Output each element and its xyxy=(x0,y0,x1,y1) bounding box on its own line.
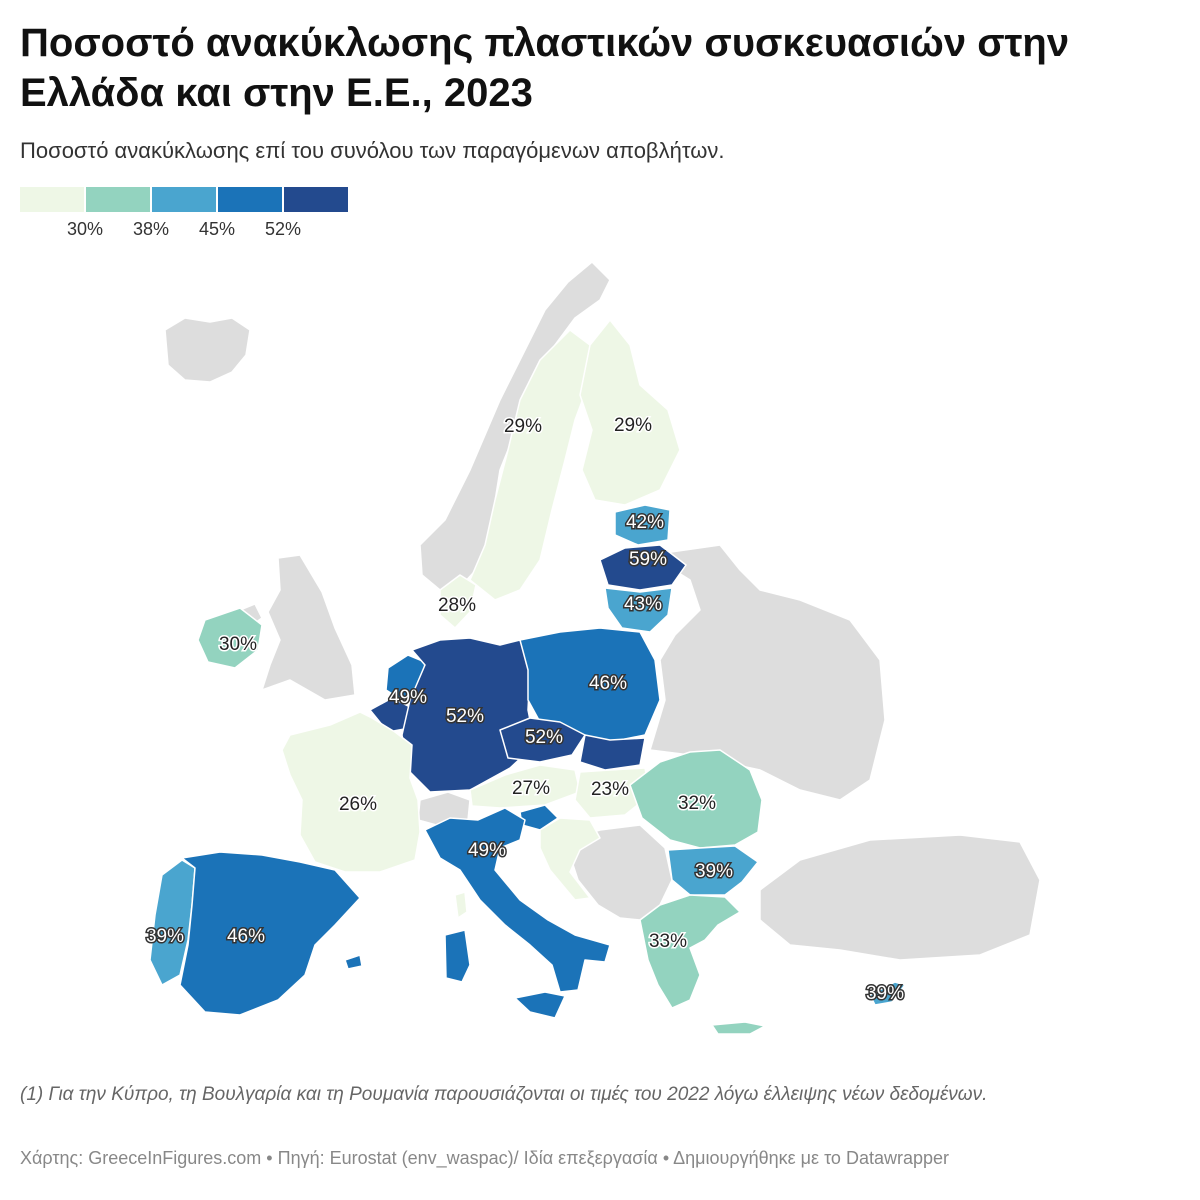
value-label-DE: 52% xyxy=(446,706,484,727)
country-PT xyxy=(149,859,196,986)
value-label-GR: 33% xyxy=(649,931,687,952)
iceland-shape xyxy=(164,317,251,383)
chart-title: Ποσοστό ανακύκλωσης πλαστικών συσκευασιώ… xyxy=(20,21,1070,115)
legend-swatch-5 xyxy=(284,187,348,212)
value-label-EE: 42% xyxy=(626,512,664,533)
country-IT-sicily xyxy=(514,991,566,1019)
value-label-BG: 39% xyxy=(695,861,733,882)
value-label-PT: 39% xyxy=(146,926,184,947)
value-label-IT: 49% xyxy=(468,840,506,861)
value-label-LV: 59% xyxy=(629,549,667,570)
value-label-FR: 26% xyxy=(339,794,377,815)
legend-swatch-2 xyxy=(86,187,150,212)
country-LV xyxy=(599,544,687,591)
country-ES xyxy=(179,851,361,1016)
value-label-NL: 49% xyxy=(389,687,427,708)
russia-belarus-ukraine-shape xyxy=(649,544,886,801)
country-PL xyxy=(519,627,661,743)
source-credit: Χάρτης: GreeceInFigures.com • Πηγή: Euro… xyxy=(20,1148,949,1168)
country-FR xyxy=(281,711,421,873)
country-RO xyxy=(629,749,763,849)
country-LT xyxy=(604,587,673,633)
legend-swatch-3 xyxy=(152,187,216,212)
country-ES-baleares xyxy=(344,954,363,970)
country-EE xyxy=(614,504,671,546)
legend-swatch-1 xyxy=(20,187,84,212)
country-GR xyxy=(639,894,741,1009)
color-legend: 30% 38% 45% 52% xyxy=(20,187,350,247)
value-label-LT: 43% xyxy=(624,594,662,615)
legend-tick-30: 30% xyxy=(66,219,104,239)
country-IT xyxy=(424,807,611,993)
value-label-CZ: 52% xyxy=(525,727,563,748)
country-HR xyxy=(539,817,601,901)
value-label-FI: 29% xyxy=(614,415,652,436)
eu-countries xyxy=(149,319,906,1035)
value-label-PL: 46% xyxy=(589,673,627,694)
legend-tick-45: 45% xyxy=(198,219,236,239)
country-DK xyxy=(439,574,477,629)
map-svg: 29% 29% 42% 59% 43% 28% 30% 49% 52% 46% 52% 27% 23% 2… xyxy=(144,261,1041,1035)
uk-shape xyxy=(261,554,356,701)
value-label-SE: 29% xyxy=(504,416,542,437)
chart-subtitle: Ποσοστό ανακύκλωσης επί του συνόλου των … xyxy=(20,138,725,163)
europe-map: 29% 29% 42% 59% 43% 28% 30% 49% 52% 46% 52% 27% 23% 2… xyxy=(0,240,1200,1070)
country-IE xyxy=(197,607,263,669)
legend-swatch-4 xyxy=(218,187,282,212)
no-data-countries xyxy=(164,261,1041,961)
value-labels: 29% 29% 42% 59% 43% 28% 30% 49% 52% 46% 52% 27% 23% 2… xyxy=(144,414,905,1006)
country-SK xyxy=(579,734,646,771)
country-IT-sardinia xyxy=(444,929,471,983)
country-BG xyxy=(667,845,759,896)
value-label-ES: 46% xyxy=(227,926,265,947)
value-label-IE: 30% xyxy=(219,634,257,655)
legend-tick-38: 38% xyxy=(132,219,170,239)
legend-tick-52: 52% xyxy=(264,219,302,239)
country-FI xyxy=(579,319,681,506)
country-GR-crete xyxy=(711,1021,766,1035)
value-label-HU: 23% xyxy=(591,779,629,800)
country-FR-corsica xyxy=(454,891,468,919)
value-label-AT: 27% xyxy=(512,778,550,799)
value-label-DK: 28% xyxy=(438,595,476,616)
country-CY xyxy=(869,981,906,1006)
country-CZ xyxy=(499,717,586,763)
value-label-RO: 32% xyxy=(678,793,716,814)
turkey-shape xyxy=(759,834,1041,961)
footnote: (1) Για την Κύπρο, τη Βουλγαρία και τη Ρ… xyxy=(20,1084,988,1105)
value-label-CY: 39% xyxy=(866,983,904,1004)
